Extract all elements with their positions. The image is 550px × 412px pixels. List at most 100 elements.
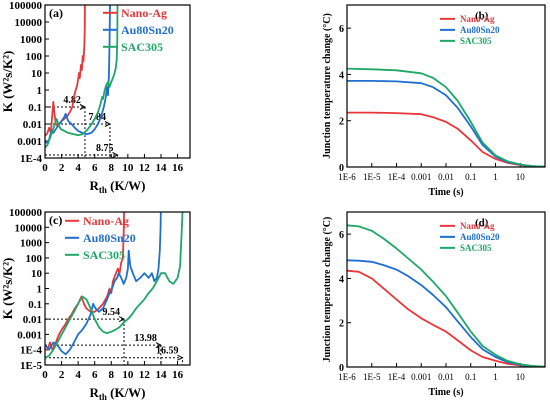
x-tick-label: 12 [139,162,151,174]
x-tick-label: 0.001 [411,372,431,382]
annotation-label: 8.75 [96,143,114,154]
series-line-au80sn20 [45,5,111,144]
plot-frame [44,211,191,366]
y-tick-label: 0.01 [23,119,42,131]
y-tick-label: 0.1 [28,102,42,114]
x-axis-label-unit: (K/W) [107,178,146,193]
x-tick-label: 0.1 [465,372,476,382]
guide-arrow [155,342,162,349]
y-tick-label: 0.1 [28,299,42,311]
y-tick-label: 10 [31,68,43,80]
x-axis-label-unit: (K/W) [107,385,146,400]
x-tick-label: 10 [516,372,526,382]
x-axis-label: Rth (K/W) [89,385,145,402]
legend-entry: Au80Sn20 [83,231,136,245]
plot-frame [44,4,191,159]
y-tick-label: 10000 [15,222,43,234]
legend-entry: Nano-Ag [460,221,495,231]
x-tick-label: 10 [122,369,134,381]
series-line-sac305 [45,212,184,359]
y-tick-label: 6 [339,230,344,241]
x-tick-label: 14 [156,369,168,381]
y-axis-label: Junction temperature change (°C) [322,13,333,159]
legend-entry: SAC305 [121,40,163,54]
x-tick-label: 1 [493,372,498,382]
x-tick-label: 1E-5 [363,172,381,182]
x-tick-label: 1E-6 [338,372,356,382]
y-tick-label: 0.01 [23,314,42,326]
y-tick-label: 1000 [20,238,43,250]
guide-arrow [79,104,87,110]
series-line-nano-ag [347,269,545,367]
x-tick-label: 14 [156,162,168,174]
y-tick-label: 1E-4 [20,153,43,165]
guide-line [45,318,125,365]
guide-arrow [104,121,112,127]
x-tick-label: 4 [75,369,81,381]
x-axis-label-main: R [89,385,99,400]
series-line-sac305 [45,5,119,149]
annotation-label: 7.84 [88,112,106,123]
series-line-au80sn20 [45,212,162,356]
legend-entry: Au80Sn20 [121,23,174,37]
x-axis-label: Time (s) [428,187,463,198]
panel-b: 0 2 4 6 1E-6 1E-5 1E-4 0.001 0.01 0.1 1 10 (b)Nano-A… [322,4,546,198]
legend-entry: Nano-Ag [83,214,129,228]
x-tick-label: 1 [493,172,498,182]
x-axis-label: Time (s) [428,387,463,398]
x-tick-label: 1E-5 [363,372,381,382]
y-tick-label: 4 [339,274,344,285]
y-tick-label: 2 [339,319,344,330]
plot-frame [346,4,546,168]
y-tick-label: 100 [26,253,43,265]
x-tick-label: 2 [59,369,65,381]
x-tick-label: 0 [42,369,48,381]
panel-label: (a) [49,6,63,20]
y-tick-label: 10 [31,268,43,280]
legend-entry: SAC305 [460,36,492,46]
panel-label: (b) [475,10,489,22]
x-tick-label: 8 [109,162,115,174]
legend-entry: Nano-Ag [121,6,167,20]
x-tick-label: 12 [139,369,151,381]
guide-line [45,344,162,365]
y-tick-label: 0 [339,163,344,174]
panel-d: 0 2 4 6 1E-6 1E-5 1E-4 0.001 0.01 0.1 1 10 (d)Nano-A… [322,211,546,398]
y-tick-label: 0.001 [17,136,42,148]
y-tick-label: 2 [339,117,344,128]
guide-arrow [112,152,119,158]
series-line-au80sn20 [347,80,545,167]
x-tick-label: 10 [516,172,526,182]
x-tick-label: 1E-4 [388,172,406,182]
annotation-label: 4.82 [63,95,81,106]
panel-c: 1E-51E-40.0010.010.111010010001000010000… [0,207,191,402]
annotation-label: 16.59 [156,346,179,357]
guide-arrow [177,354,184,361]
guide-line [45,357,183,365]
y-tick-label: 1E-5 [20,360,43,372]
legend-entry: Nano-Ag [460,14,495,24]
y-tick-label: 6 [339,24,344,35]
x-tick-label: 6 [92,369,98,381]
x-tick-label: 6 [92,162,98,174]
annotation-label: 13.98 [134,333,157,344]
y-tick-label: 10000 [15,17,43,29]
series-line-au80sn20 [347,259,545,367]
series-line-nano-ag [45,5,86,137]
y-tick-label: 4 [339,70,344,81]
y-tick-label: 1 [37,85,43,97]
legend-entry: Au80Sn20 [460,232,500,242]
y-tick-label: 100 [26,51,43,63]
x-tick-label: 16 [172,162,184,174]
series-line-nano-ag [347,111,545,167]
legend-entry: Au80Sn20 [460,25,500,35]
x-tick-label: 0.001 [411,172,431,182]
x-tick-label: 1E-6 [338,172,356,182]
x-tick-label: 0 [42,162,48,174]
series-line-sac305 [347,67,545,167]
y-tick-label: 1 [37,284,43,296]
y-tick-label: 1000 [20,34,43,46]
x-tick-label: 0.1 [465,172,476,182]
